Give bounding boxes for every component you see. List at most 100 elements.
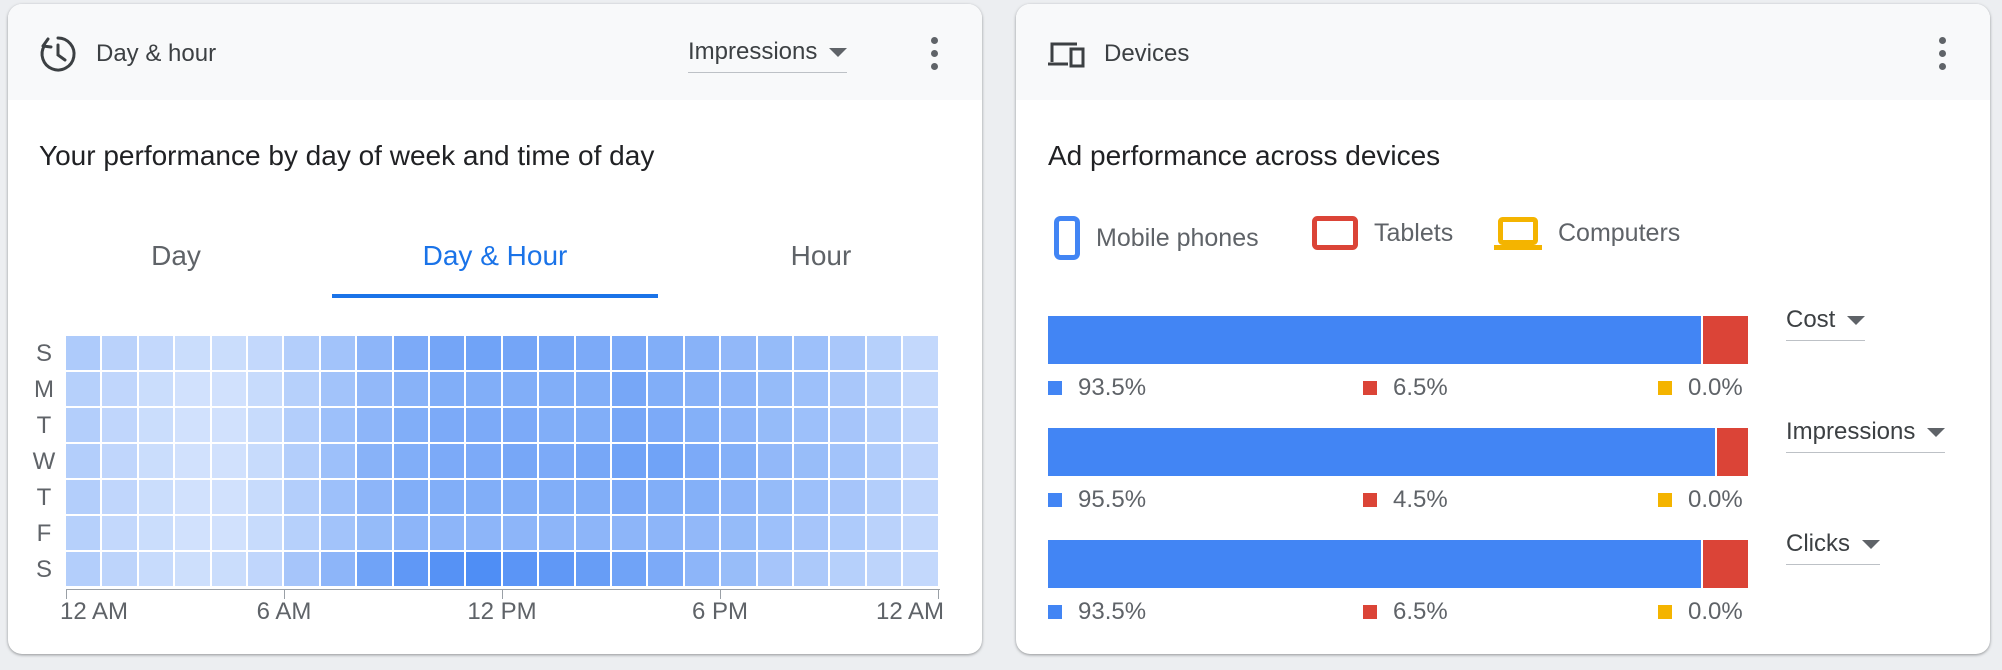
heatmap-cell[interactable] bbox=[721, 336, 756, 370]
heatmap-cell[interactable] bbox=[284, 372, 319, 406]
heatmap-cell[interactable] bbox=[866, 408, 902, 442]
heatmap-cell[interactable] bbox=[357, 372, 392, 406]
heatmap-cell[interactable] bbox=[248, 480, 283, 514]
heatmap-cell[interactable] bbox=[612, 480, 647, 514]
heatmap-cell[interactable] bbox=[138, 516, 174, 550]
heatmap-cell[interactable] bbox=[430, 372, 465, 406]
heatmap-cell[interactable] bbox=[102, 552, 137, 586]
heatmap-cell[interactable] bbox=[466, 336, 501, 370]
heatmap-cell[interactable] bbox=[102, 444, 137, 478]
heatmap-cell[interactable] bbox=[393, 336, 428, 370]
heatmap-cell[interactable] bbox=[357, 408, 392, 442]
more-options-icon[interactable] bbox=[1936, 34, 1948, 74]
heatmap-cell[interactable] bbox=[393, 444, 428, 478]
heatmap-cell[interactable] bbox=[575, 480, 610, 514]
heatmap-cell[interactable] bbox=[684, 408, 720, 442]
heatmap-cell[interactable] bbox=[138, 480, 174, 514]
heatmap-cell[interactable] bbox=[320, 444, 356, 478]
heatmap-cell[interactable] bbox=[430, 444, 465, 478]
heatmap-cell[interactable] bbox=[903, 372, 938, 406]
heatmap-cell[interactable] bbox=[430, 480, 465, 514]
heatmap-cell[interactable] bbox=[830, 408, 865, 442]
heatmap-cell[interactable] bbox=[175, 516, 210, 550]
heatmap-cell[interactable] bbox=[866, 372, 902, 406]
heatmap-cell[interactable] bbox=[612, 372, 647, 406]
heatmap-cell[interactable] bbox=[866, 480, 902, 514]
heatmap-cell[interactable] bbox=[575, 336, 610, 370]
heatmap-cell[interactable] bbox=[721, 516, 756, 550]
heatmap-cell[interactable] bbox=[211, 480, 246, 514]
heatmap-cell[interactable] bbox=[320, 336, 356, 370]
heatmap-cell[interactable] bbox=[648, 336, 683, 370]
heatmap-cell[interactable] bbox=[721, 372, 756, 406]
heatmap-cell[interactable] bbox=[211, 516, 246, 550]
heatmap-cell[interactable] bbox=[539, 336, 574, 370]
heatmap-cell[interactable] bbox=[284, 444, 319, 478]
heatmap-cell[interactable] bbox=[393, 480, 428, 514]
heatmap-cell[interactable] bbox=[539, 516, 574, 550]
heatmap-cell[interactable] bbox=[757, 516, 792, 550]
heatmap-cell[interactable] bbox=[248, 336, 283, 370]
heatmap-cell[interactable] bbox=[248, 372, 283, 406]
heatmap-cell[interactable] bbox=[211, 336, 246, 370]
heatmap-cell[interactable] bbox=[284, 408, 319, 442]
heatmap-cell[interactable] bbox=[721, 444, 756, 478]
heatmap-cell[interactable] bbox=[175, 372, 210, 406]
heatmap-cell[interactable] bbox=[102, 372, 137, 406]
heatmap-cell[interactable] bbox=[357, 444, 392, 478]
heatmap-cell[interactable] bbox=[502, 336, 538, 370]
heatmap-cell[interactable] bbox=[575, 552, 610, 586]
heatmap-cell[interactable] bbox=[794, 336, 829, 370]
heatmap-cell[interactable] bbox=[903, 336, 938, 370]
heatmap-cell[interactable] bbox=[612, 552, 647, 586]
heatmap-cell[interactable] bbox=[430, 516, 465, 550]
heatmap-cell[interactable] bbox=[721, 408, 756, 442]
device-share-bar[interactable] bbox=[1048, 540, 1748, 588]
heatmap-cell[interactable] bbox=[357, 516, 392, 550]
heatmap-cell[interactable] bbox=[66, 408, 101, 442]
heatmap-cell[interactable] bbox=[539, 552, 574, 586]
heatmap-cell[interactable] bbox=[466, 408, 501, 442]
heatmap-cell[interactable] bbox=[502, 552, 538, 586]
heatmap-cell[interactable] bbox=[138, 372, 174, 406]
heatmap-cell[interactable] bbox=[284, 516, 319, 550]
heatmap-cell[interactable] bbox=[830, 372, 865, 406]
heatmap-cell[interactable] bbox=[575, 372, 610, 406]
heatmap-cell[interactable] bbox=[539, 480, 574, 514]
heatmap-cell[interactable] bbox=[648, 408, 683, 442]
heatmap-cell[interactable] bbox=[393, 408, 428, 442]
heatmap-cell[interactable] bbox=[903, 516, 938, 550]
heatmap-cell[interactable] bbox=[357, 552, 392, 586]
heatmap-cell[interactable] bbox=[794, 480, 829, 514]
heatmap-cell[interactable] bbox=[612, 516, 647, 550]
heatmap-cell[interactable] bbox=[539, 444, 574, 478]
heatmap-cell[interactable] bbox=[320, 516, 356, 550]
heatmap-cell[interactable] bbox=[102, 408, 137, 442]
heatmap-cell[interactable] bbox=[66, 480, 101, 514]
heatmap-cell[interactable] bbox=[102, 516, 137, 550]
heatmap-cell[interactable] bbox=[175, 552, 210, 586]
heatmap-cell[interactable] bbox=[66, 552, 101, 586]
heatmap-cell[interactable] bbox=[502, 444, 538, 478]
heatmap-cell[interactable] bbox=[757, 444, 792, 478]
heatmap-cell[interactable] bbox=[211, 372, 246, 406]
heatmap-cell[interactable] bbox=[757, 480, 792, 514]
heatmap-cell[interactable] bbox=[721, 552, 756, 586]
heatmap-cell[interactable] bbox=[684, 480, 720, 514]
heatmap-cell[interactable] bbox=[794, 552, 829, 586]
heatmap-cell[interactable] bbox=[648, 372, 683, 406]
heatmap-cell[interactable] bbox=[175, 444, 210, 478]
heatmap-cell[interactable] bbox=[66, 516, 101, 550]
heatmap-cell[interactable] bbox=[830, 552, 865, 586]
heatmap-cell[interactable] bbox=[684, 372, 720, 406]
heatmap-cell[interactable] bbox=[648, 516, 683, 550]
heatmap-cell[interactable] bbox=[612, 444, 647, 478]
heatmap-cell[interactable] bbox=[248, 444, 283, 478]
heatmap-cell[interactable] bbox=[284, 552, 319, 586]
heatmap-cell[interactable] bbox=[175, 336, 210, 370]
heatmap-cell[interactable] bbox=[757, 336, 792, 370]
heatmap-cell[interactable] bbox=[138, 336, 174, 370]
heatmap-cell[interactable] bbox=[539, 372, 574, 406]
heatmap-cell[interactable] bbox=[138, 444, 174, 478]
metric-dropdown[interactable]: Impressions bbox=[688, 38, 848, 73]
